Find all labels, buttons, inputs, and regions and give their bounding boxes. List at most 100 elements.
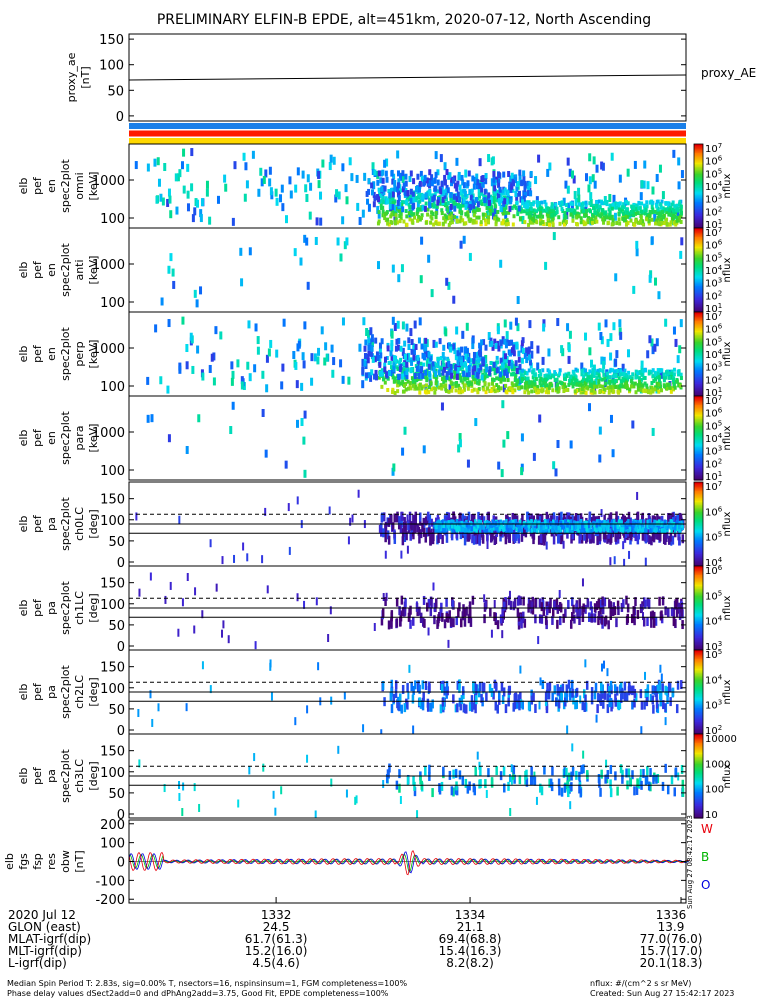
spectrogram-cell (672, 381, 676, 386)
spectrogram-cell (530, 341, 534, 350)
colorbar-cell (694, 482, 703, 484)
spectrogram-cell (577, 194, 581, 203)
spectrogram-cell (518, 376, 522, 385)
energy-ylabel-line: elb (17, 262, 30, 279)
spectrogram-cell (655, 338, 659, 347)
spectrogram-cell (345, 196, 349, 205)
pa-cell (642, 617, 646, 627)
colorbar-cell (694, 242, 703, 244)
spectrogram-cell (671, 378, 675, 383)
spectrogram-cell (511, 222, 515, 227)
colorbar-cell (694, 556, 703, 559)
spectrogram-cell (477, 356, 481, 361)
spectrogram-cell (300, 382, 304, 391)
spectrogram-cell (479, 364, 483, 371)
colorbar-cell (694, 218, 703, 221)
spectrogram-cell (296, 167, 300, 176)
pa-cell (581, 524, 584, 530)
spectrogram-cell (154, 324, 158, 333)
spectrogram-cell (427, 254, 431, 263)
spectrogram-cell (509, 186, 513, 193)
spectrogram-cell (495, 388, 499, 393)
colorbar-cell (694, 443, 703, 446)
spectrogram-cell (618, 174, 622, 183)
energy-ylabel-line: omni (73, 172, 86, 199)
spectrogram-cell (619, 209, 623, 214)
pa-cell (608, 599, 611, 609)
pa-cell (349, 517, 352, 526)
spectrogram-cell (532, 368, 536, 373)
pa-cell (658, 532, 662, 542)
spectrogram-cell (335, 189, 339, 198)
spectrogram-cell (430, 289, 434, 298)
energy-ytick-label: 100 (100, 464, 125, 479)
pa-cell (384, 533, 387, 543)
colorbar-cell (694, 299, 703, 302)
spectrogram-cell (390, 354, 394, 361)
spectrogram-cell (186, 203, 190, 212)
spectrogram-cell (395, 220, 399, 225)
spectrogram-cell (525, 202, 529, 209)
spectrogram-cell (453, 372, 457, 377)
spectrogram-cell (453, 182, 457, 189)
spectrogram-cell (380, 198, 384, 203)
colorbar-cell (694, 198, 703, 201)
spectrogram-cell (146, 376, 150, 385)
colorbar-cell (694, 370, 703, 373)
spectrogram-cell (305, 237, 309, 246)
spectrogram-cell (547, 374, 551, 379)
spectrogram-cell (442, 189, 446, 196)
colorbar-cell (694, 473, 703, 475)
energy-ylabel-line: en (45, 431, 58, 445)
spectrogram-cell (656, 210, 660, 215)
spectrogram-cell (440, 386, 444, 391)
spectrogram-cell (535, 199, 539, 204)
spectrogram-cell (355, 174, 359, 183)
pa-cell (597, 611, 601, 620)
spectrogram-cell (388, 198, 392, 203)
colorbar-tick-label: 106 (705, 155, 723, 168)
spectrogram-cell (555, 206, 559, 211)
pa-cell (461, 527, 465, 533)
pa-cell (387, 535, 391, 545)
pa-cell (588, 527, 591, 533)
colorbar-cell (694, 292, 703, 295)
spectrogram-cell (443, 213, 447, 218)
spectrogram-cell (558, 201, 562, 206)
pa-cell (486, 523, 490, 529)
spectrogram-cell (345, 237, 349, 246)
spectrogram-cell (367, 203, 371, 212)
spectrogram-cell (269, 339, 273, 348)
colorbar-cell (694, 225, 703, 228)
colorbar-cell (694, 363, 703, 366)
colorbar-cell (694, 337, 703, 340)
colorbar-tick-label: 106 (705, 505, 723, 518)
spectrogram-cell (509, 198, 513, 205)
colorbar-cell (694, 316, 703, 319)
spectrogram-cell (604, 319, 608, 328)
pa-cell (641, 515, 644, 525)
pa-cell (579, 528, 582, 534)
colorbar-cell (694, 514, 703, 517)
spectrogram-cell (627, 349, 631, 358)
colorbar-tick-label: 101 (705, 218, 722, 231)
pa-cell (636, 535, 640, 545)
spectrogram-cell (527, 346, 531, 353)
pa-cell (533, 527, 536, 533)
spectrogram-cell (475, 215, 479, 220)
spectrogram-cell (584, 332, 588, 341)
spectrogram-cell (159, 376, 163, 385)
spectrogram-cell (585, 173, 589, 182)
spectrogram-cell (466, 214, 470, 219)
pa-cell (501, 607, 504, 617)
colorbar-cell (694, 235, 703, 237)
colorbar-cell (694, 419, 703, 422)
spectrogram-cell (428, 202, 432, 209)
energy-ytick-label: 1000 (92, 426, 125, 441)
spectrogram-cell (553, 377, 557, 382)
colorbar-cell (694, 205, 703, 208)
spectrogram-cell (385, 371, 389, 378)
spectrogram-cell (458, 386, 462, 391)
spectrogram-cell (454, 383, 458, 388)
colorbar-label: nflux (722, 511, 733, 536)
